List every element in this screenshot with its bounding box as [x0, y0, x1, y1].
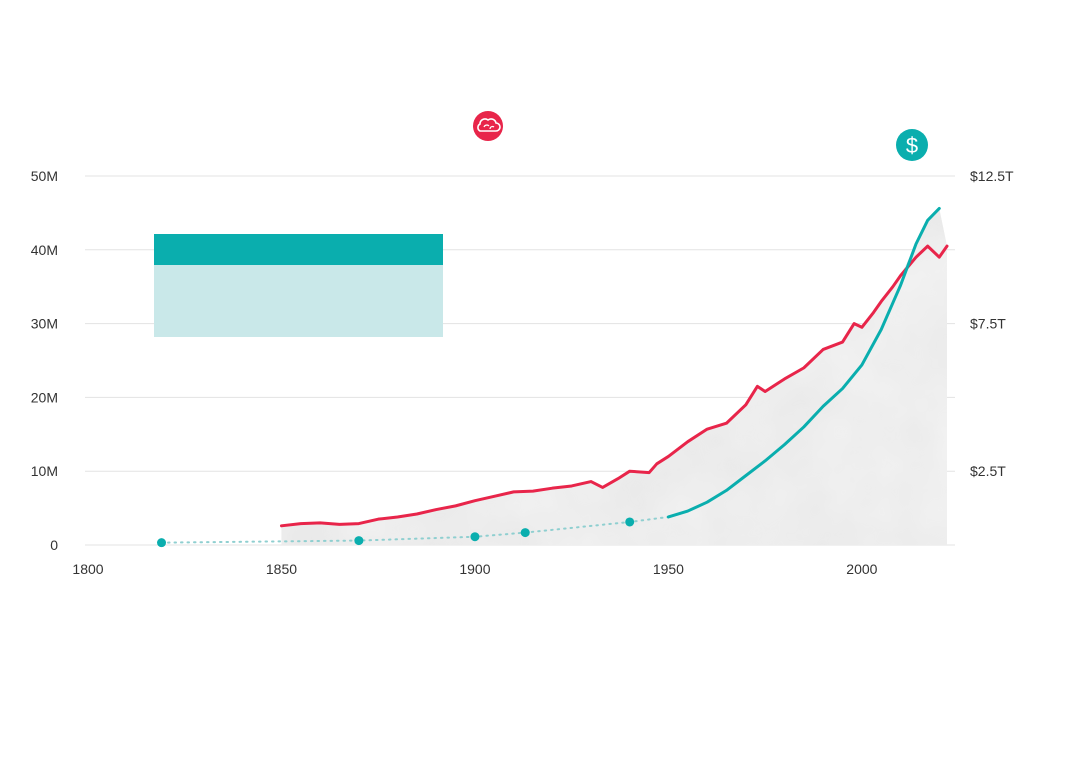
data-point — [470, 532, 480, 542]
y-right-tick-label: $7.5T — [970, 316, 1006, 332]
y-right-tick-label: $2.5T — [970, 463, 1006, 479]
data-point — [625, 517, 635, 527]
y-left-tick-label: 40M — [31, 242, 58, 258]
x-tick-label: 1950 — [653, 561, 684, 577]
legend-swatch-light — [154, 265, 443, 337]
x-tick-label: 1800 — [72, 561, 103, 577]
y-left-tick-label: 50M — [31, 168, 58, 184]
x-tick-label: 2000 — [846, 561, 877, 577]
dollar-glyph: $ — [906, 133, 918, 158]
series-line-1 — [160, 515, 670, 544]
y-left-tick-label: 0 — [50, 537, 58, 553]
cloud-icon — [473, 111, 503, 141]
y-right-tick-label: $12.5T — [970, 168, 1014, 184]
legend-swatch-dark — [154, 234, 443, 265]
data-point — [354, 536, 364, 546]
axis-ticks: 0 10M 20M 30M 40M 50M $2.5T $7.5T $12.5T 1800 1850… — [31, 168, 1014, 577]
x-tick-label: 1900 — [459, 561, 490, 577]
y-left-tick-label: 10M — [31, 463, 58, 479]
y-left-tick-label: 20M — [31, 389, 58, 405]
series-line-0 — [279, 244, 949, 528]
dollar-icon: $ — [896, 129, 928, 161]
data-point — [157, 538, 167, 548]
data-point — [520, 528, 530, 538]
series-group — [157, 206, 949, 548]
x-tick-label: 1850 — [266, 561, 297, 577]
series-line-2 — [666, 206, 941, 519]
y-left-tick-label: 30M — [31, 316, 58, 332]
legend — [154, 234, 443, 337]
